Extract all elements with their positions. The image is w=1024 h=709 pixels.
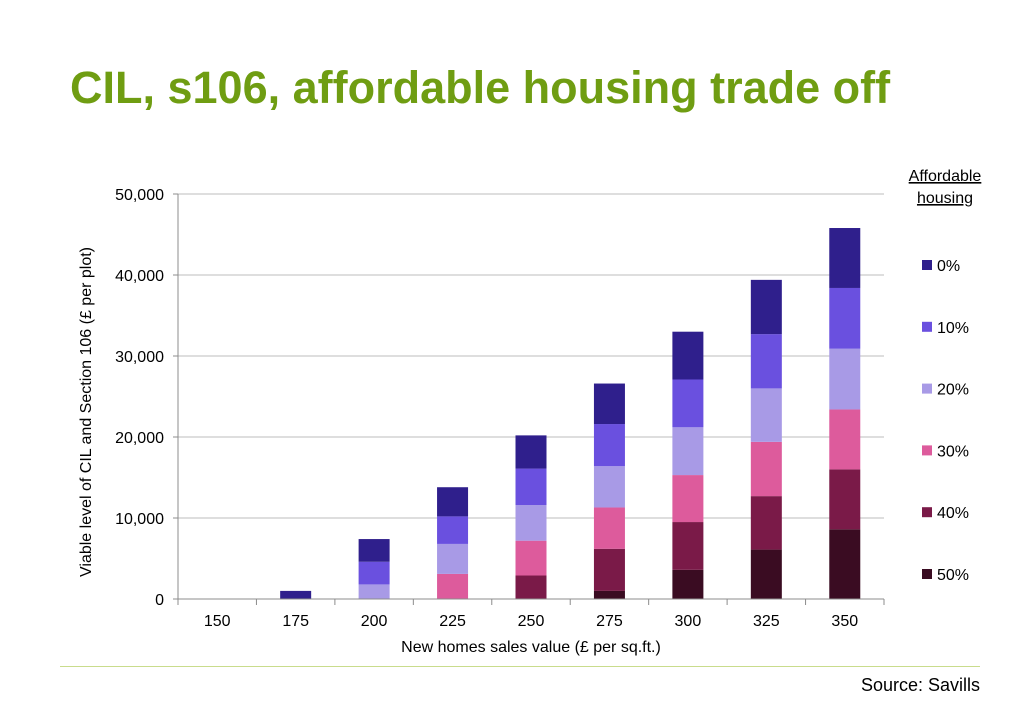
- x-tick-label: 150: [204, 613, 231, 630]
- bar-segment: [672, 331, 704, 380]
- bar-segment: [593, 383, 625, 425]
- bar-segment: [593, 424, 625, 467]
- bar-segment: [829, 348, 861, 410]
- x-tick-labels: 150 175 200 225 250 275 300 325 350: [204, 613, 858, 630]
- bar-segment: [750, 279, 782, 335]
- x-tick-label: 300: [675, 613, 702, 630]
- legend-label: 20%: [937, 382, 969, 399]
- legend-swatch: [922, 321, 932, 332]
- legend: Affordable housing 0% 10% 20% 30% 40% 50%: [909, 168, 982, 584]
- bar-segment: [829, 529, 861, 599]
- x-tick-label: 225: [439, 613, 466, 630]
- x-tick-label: 325: [753, 613, 780, 630]
- bar-segment: [515, 540, 547, 576]
- bar-segment: [515, 575, 547, 599]
- bar-segment: [515, 468, 547, 506]
- y-tick-label: 0: [155, 592, 164, 609]
- page-title: CIL, s106, affordable housing trade off: [70, 62, 891, 113]
- bar-segment: [515, 505, 547, 541]
- legend-label: 40%: [937, 505, 969, 522]
- source-note: Source: Savills: [860, 675, 980, 695]
- x-tick-label: 350: [831, 613, 858, 630]
- legend-title-line: Affordable: [909, 168, 982, 185]
- legend-swatch: [922, 383, 932, 394]
- y-tick-label: 10,000: [115, 511, 164, 528]
- legend-title-line: housing: [917, 190, 973, 207]
- bar-segment: [750, 388, 782, 442]
- bar-segment: [750, 334, 782, 389]
- y-axis-label: Viable level of CIL and Section 106 (£ p…: [78, 247, 95, 577]
- bar-segment: [437, 543, 469, 574]
- y-tick-label: 20,000: [115, 430, 164, 447]
- bar-segment: [750, 441, 782, 497]
- axes: [177, 194, 885, 605]
- legend-swatch: [922, 260, 932, 270]
- bar-segment: [672, 522, 704, 570]
- bar-segment: [593, 466, 625, 508]
- legend-label: 30%: [937, 443, 969, 460]
- bar-segment: [593, 590, 625, 599]
- bar-segment: [515, 435, 547, 469]
- legend-label: 10%: [937, 320, 969, 337]
- y-tick-label: 30,000: [115, 349, 164, 366]
- bar-segment: [437, 573, 469, 599]
- bar-segment: [829, 409, 861, 470]
- bar-segment: [750, 549, 782, 599]
- bar-segment: [672, 379, 704, 428]
- bar-segment: [672, 569, 704, 599]
- bar-segment: [672, 427, 704, 476]
- legend-swatch: [922, 445, 932, 456]
- y-tick-label: 40,000: [115, 268, 164, 285]
- x-tick-label: 275: [596, 613, 623, 630]
- bar-segment: [358, 584, 390, 599]
- legend-swatch: [922, 507, 932, 518]
- bar-segment: [829, 287, 861, 349]
- x-tick-label: 175: [282, 613, 309, 630]
- bar-segment: [358, 561, 390, 585]
- bar-segment: [829, 228, 861, 288]
- legend-label: 0%: [937, 258, 960, 275]
- bar-segment: [593, 548, 625, 591]
- bar-segment: [672, 475, 704, 523]
- legend-swatch: [922, 569, 932, 579]
- x-tick-label: 200: [361, 613, 388, 630]
- legend-label: 50%: [937, 567, 969, 584]
- footer-divider: [60, 666, 980, 667]
- y-tick-label: 50,000: [115, 187, 164, 204]
- x-axis-label: New homes sales value (£ per sq.ft.): [401, 639, 661, 656]
- bar-segment: [750, 496, 782, 550]
- bar-segment: [437, 516, 469, 544]
- x-tick-label: 250: [518, 613, 545, 630]
- bar-segment: [358, 539, 390, 562]
- bar-segment: [593, 507, 625, 549]
- bar-series: [280, 228, 861, 599]
- bar-segment: [280, 590, 312, 599]
- y-tick-labels: 0 10,000 20,000 30,000 40,000 50,000: [115, 187, 164, 609]
- bar-segment: [437, 487, 469, 517]
- bar-segment: [829, 469, 861, 530]
